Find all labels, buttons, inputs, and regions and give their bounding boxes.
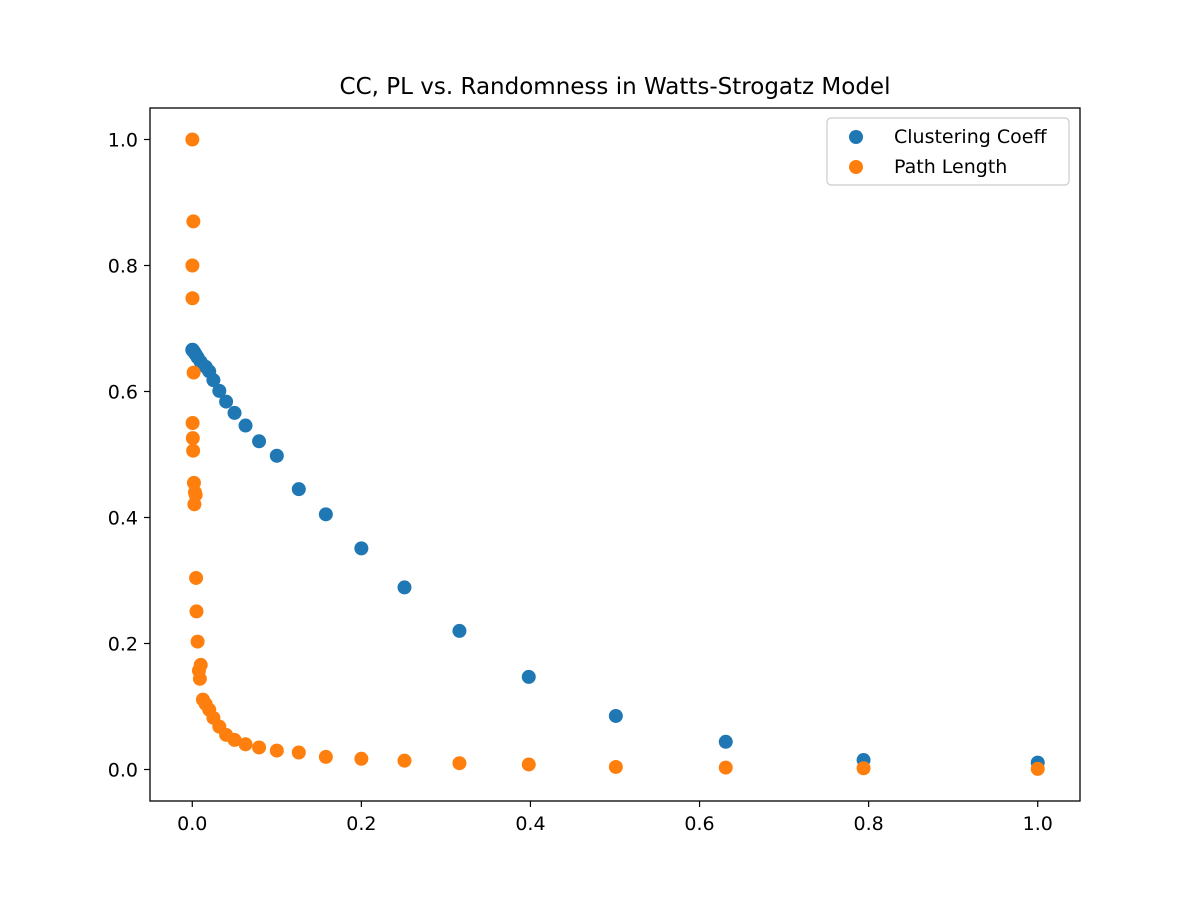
path-length-point <box>185 291 200 306</box>
path-length-point <box>185 132 200 147</box>
path-length-point <box>186 365 201 380</box>
path-length-point <box>185 416 200 430</box>
clustering-coeff-point <box>212 383 227 398</box>
clustering-coeff-point <box>227 405 242 420</box>
data-points <box>185 132 1045 776</box>
path-length-point <box>190 634 205 649</box>
path-length-point <box>185 431 200 446</box>
axis-ticks: 0.0 0.2 0.4 0.6 0.8 1.0 0.0 0.2 0.4 0.6 0.8 1.0 <box>108 130 1053 836</box>
path-length-point <box>188 487 203 502</box>
path-length-point <box>252 740 267 755</box>
path-length-point <box>186 443 201 458</box>
legend: Clustering Coeff Path Length <box>826 117 1070 186</box>
clustering-coeff-point <box>608 708 623 723</box>
x-tick-label: 0.0 <box>177 813 207 835</box>
clustering-coeff-point <box>397 580 412 595</box>
clustering-coeff-point <box>291 482 306 497</box>
path-length-point <box>238 737 253 752</box>
path-length-point <box>354 751 369 766</box>
path-length-point <box>192 671 207 686</box>
path-length-point <box>186 214 201 229</box>
chart-title: CC, PL vs. Randomness in Watts-Strogatz … <box>340 74 891 100</box>
path-length-point <box>1030 761 1045 776</box>
clustering-coeff-point <box>252 434 267 449</box>
path-length-point <box>189 570 204 585</box>
y-tick-label: 1.0 <box>108 130 138 152</box>
clustering-coeff-point <box>452 623 467 638</box>
clustering-coeff-point <box>354 541 369 556</box>
y-tick-label: 0.4 <box>108 508 138 530</box>
legend-label-clustering-coeff: Clustering Coeff <box>894 126 1047 148</box>
path-length-point <box>185 258 200 273</box>
y-tick-label: 0.0 <box>108 760 138 782</box>
legend-frame <box>826 117 1070 186</box>
path-length-point <box>397 753 412 768</box>
path-length-point <box>193 657 208 672</box>
legend-marker-clustering-coeff <box>849 130 863 144</box>
x-tick-label: 1.0 <box>1023 813 1053 835</box>
path-length-point <box>227 732 242 747</box>
clustering-coeff-point <box>206 373 221 388</box>
path-length-point <box>718 760 733 775</box>
path-length-point <box>452 756 467 771</box>
x-tick-label: 0.8 <box>854 813 884 835</box>
y-tick-label: 0.2 <box>108 634 138 656</box>
clustering-coeff-point <box>318 507 333 522</box>
plot-area-frame <box>149 107 1081 802</box>
series-path-length <box>185 132 1045 776</box>
legend-label-path-length: Path Length <box>894 156 1007 178</box>
clustering-coeff-point <box>521 669 536 684</box>
x-tick-label: 0.2 <box>346 813 376 835</box>
x-tick-label: 0.6 <box>684 813 714 835</box>
clustering-coeff-point <box>718 734 733 749</box>
y-tick-label: 0.8 <box>108 256 138 278</box>
x-tick-label: 0.4 <box>515 813 545 835</box>
path-length-point <box>189 604 204 619</box>
path-length-point <box>608 759 623 774</box>
clustering-coeff-point <box>219 394 234 409</box>
path-length-point <box>521 757 536 772</box>
path-length-point <box>269 743 284 758</box>
path-length-point <box>318 749 333 764</box>
clustering-coeff-point <box>269 448 284 463</box>
y-tick-label: 0.6 <box>108 382 138 404</box>
legend-marker-path-length <box>849 160 863 174</box>
path-length-point <box>291 745 306 760</box>
path-length-point <box>856 761 871 776</box>
clustering-coeff-point <box>238 418 253 433</box>
